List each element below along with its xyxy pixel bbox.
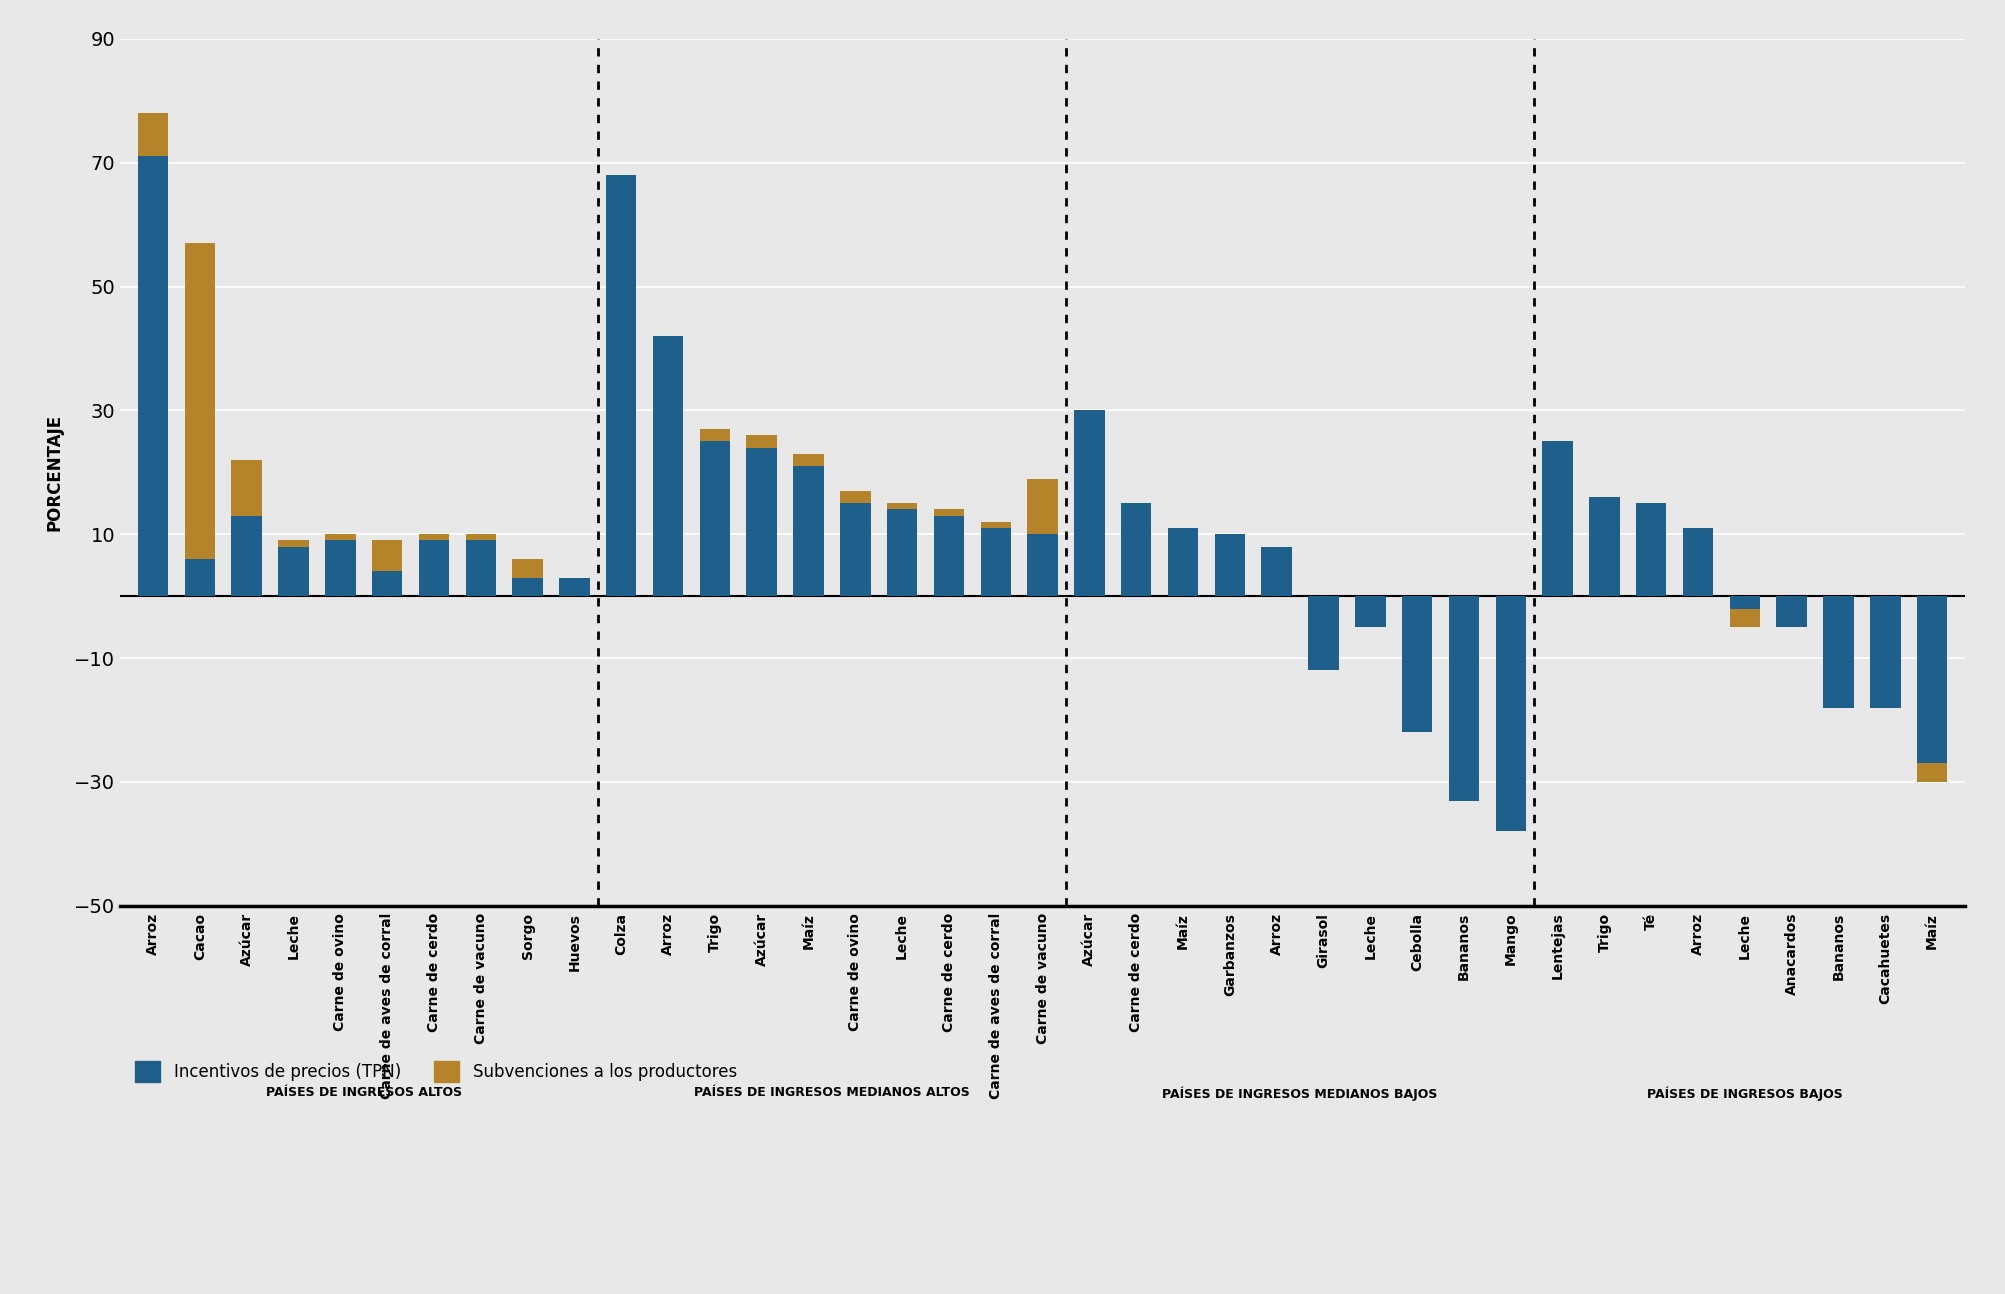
Bar [1823, 597, 1855, 708]
Bar [325, 534, 355, 541]
Bar [1167, 528, 1199, 597]
Bar [559, 577, 589, 597]
Bar [1215, 534, 1245, 597]
Bar [1730, 597, 1760, 628]
Bar [886, 503, 918, 510]
Bar [1636, 503, 1666, 597]
Bar [746, 448, 776, 597]
Bar [1682, 528, 1712, 597]
Bar [794, 454, 824, 466]
Bar [840, 503, 870, 597]
Legend: Incentivos de precios (TPN), Subvenciones a los productores: Incentivos de precios (TPN), Subvencione… [128, 1055, 744, 1088]
Bar [419, 534, 449, 541]
Text: PAÍSES DE INGRESOS MEDIANOS BAJOS: PAÍSES DE INGRESOS MEDIANOS BAJOS [1163, 1087, 1438, 1101]
Bar [184, 243, 215, 559]
Bar [465, 541, 495, 597]
Bar [934, 510, 964, 515]
Bar [980, 521, 1011, 528]
Bar [1075, 410, 1105, 597]
Bar [373, 541, 403, 572]
Bar [1401, 597, 1432, 732]
Y-axis label: PORCENTAJE: PORCENTAJE [46, 414, 64, 531]
Text: PAÍSES DE INGRESOS ALTOS: PAÍSES DE INGRESOS ALTOS [267, 1087, 461, 1100]
Bar [1917, 597, 1947, 782]
Bar [419, 541, 449, 597]
Bar [231, 515, 263, 597]
Bar [700, 441, 730, 597]
Bar [138, 157, 168, 597]
Bar [1917, 763, 1947, 782]
Bar [1776, 597, 1807, 628]
Bar [654, 336, 684, 597]
Bar [746, 435, 776, 448]
Bar [840, 490, 870, 503]
Bar [1590, 497, 1620, 597]
Bar [138, 113, 168, 157]
Bar [513, 559, 543, 577]
Bar [279, 541, 309, 546]
Bar [513, 577, 543, 597]
Bar [934, 515, 964, 597]
Bar [1730, 608, 1760, 628]
Bar [1027, 479, 1059, 534]
Bar [886, 510, 918, 597]
Text: PAÍSES DE INGRESOS MEDIANOS ALTOS: PAÍSES DE INGRESOS MEDIANOS ALTOS [694, 1087, 970, 1100]
Bar [373, 572, 403, 597]
Bar [231, 459, 263, 515]
Bar [980, 528, 1011, 597]
Bar [1542, 441, 1572, 597]
Bar [184, 559, 215, 597]
Bar [1450, 597, 1480, 801]
Bar [1355, 597, 1385, 628]
Bar [1871, 597, 1901, 708]
Text: PAÍSES DE INGRESOS BAJOS: PAÍSES DE INGRESOS BAJOS [1646, 1087, 1843, 1101]
Bar [1261, 546, 1291, 597]
Bar [465, 534, 495, 541]
Bar [1309, 597, 1339, 670]
Bar [325, 541, 355, 597]
Bar [700, 428, 730, 441]
Bar [606, 175, 636, 597]
Bar [1121, 503, 1151, 597]
Bar [794, 466, 824, 597]
Bar [1027, 534, 1059, 597]
Bar [279, 546, 309, 597]
Bar [1496, 597, 1526, 832]
